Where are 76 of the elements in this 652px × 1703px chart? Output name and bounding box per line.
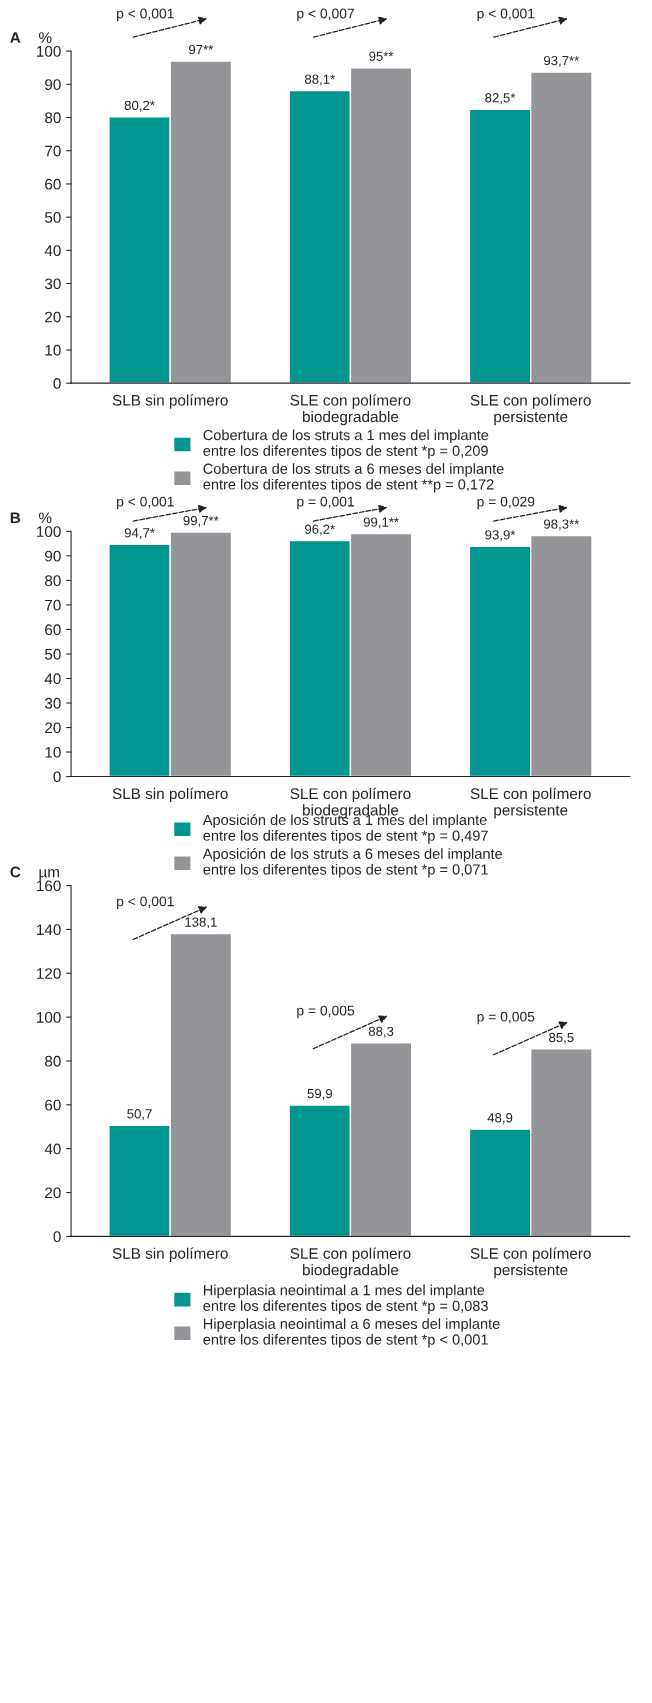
y-tick-label: 0 [53,771,61,783]
y-tick-label: 90 [45,79,61,90]
y-tick-label: 50 [44,212,61,223]
y-tick-label: 10 [45,746,61,758]
y-tick-label: 40 [44,1143,61,1155]
y-tick-label: 40 [44,245,61,257]
y-tick-label: 90 [45,550,61,562]
data-label: 96,2* [305,524,336,536]
legend-label: Cobertura de los struts a 6 meses del implante entre los diferentes tipos de stent **p = 0,172 [203,463,504,493]
y-tick-label: 40 [44,673,61,685]
text: p = 0,029 [477,496,535,510]
chart-title: B [10,512,21,524]
y-axis-title: µm [39,869,59,881]
chart-title: A [10,32,21,43]
y-tick-label: 70 [45,599,61,611]
data-label: 94,7* [124,528,155,540]
y-tick-label: 70 [45,145,61,157]
annotation: p = 0,005 [297,1005,355,1019]
x-tick-label: SLE con polímero biodegradable [290,394,411,426]
y-tick-label: 100 [37,45,61,57]
data-label: 88,3 [368,1026,394,1038]
data-label: 95** [369,51,394,61]
data-label: 97** [188,44,214,55]
y-tick-label: 160 [37,880,61,892]
y-tick-label: 0 [53,378,61,389]
chart-title: C [10,866,21,878]
y-tick-label: 10 [45,344,61,356]
x-tick-label: SLB sin polímero [112,787,228,803]
data-label: 85,5 [549,1032,574,1044]
y-tick-label: 20 [45,722,61,734]
annotation: p < 0,001 [117,896,174,910]
x-tick-label: SLE con polímero biodegradable [290,1247,411,1279]
legend-label: Cobertura de los struts a 1 mes del implante entre los diferentes tipos de stent *p = 0,209 [203,429,489,459]
data-label: 82,5* [485,93,516,104]
data-label: 93,9* [485,530,516,542]
legend-label: Hiperplasia neointimal a 6 meses del implante entre los diferentes tipos de stent *p < 0,001 [203,1318,500,1348]
y-tick-label: 30 [44,278,61,290]
y-axis-title: % [39,32,52,43]
y-tick-label: 80 [45,575,61,587]
data-label: 48,9 [487,1113,513,1124]
y-tick-label: 60 [45,624,61,636]
text: p < 0,007 [297,8,354,22]
annotation: p = 0,005 [477,1011,535,1025]
y-tick-label: 20 [45,311,61,323]
data-label: 80,2* [124,100,155,112]
y-tick-label: 100 [37,526,61,538]
x-tick-label: SLE con polímero persistente [470,394,591,426]
data-label: 88,1* [304,74,336,86]
y-tick-label: 120 [37,968,61,979]
y-tick-label: 80 [45,112,61,124]
data-label: 59,9 [307,1088,333,1100]
legend-label: Hiperplasia neointimal a 1 mes del implante entre los diferentes tipos de stent *p = 0,083 [203,1284,488,1314]
y-tick-label: 50 [44,648,61,660]
y-tick-label: 80 [45,1055,61,1067]
text: p = 0,001 [297,496,355,510]
y-tick-label: 60 [45,178,61,190]
x-tick-label: SLB sin polímero [112,1247,228,1262]
y-axis-title: % [39,512,52,524]
data-label: 93,7** [543,55,580,67]
data-label: 99,1** [363,517,399,529]
legend-label: Aposición de los struts a 6 meses del implante entre los diferentes tipos de stent *p = 0,071 [202,848,503,878]
data-label: 50,7 [127,1109,152,1120]
y-tick-label: 30 [44,697,61,709]
data-label: 98,3** [543,519,580,531]
y-tick-label: 140 [37,924,61,936]
y-tick-label: 0 [53,1231,61,1243]
text: p < 0,001 [117,496,174,510]
text: p < 0,001 [117,8,174,22]
y-tick-label: 100 [37,1011,61,1023]
x-tick-label: SLB sin polímero [112,394,228,409]
x-tick-label: SLE con polímero persistente [470,1247,591,1279]
data-label: 99,7** [183,515,219,527]
y-tick-label: 60 [45,1099,61,1111]
text: p < 0,001 [477,8,535,22]
data-label: 138,1 [185,917,217,929]
y-tick-label: 20 [45,1187,61,1199]
